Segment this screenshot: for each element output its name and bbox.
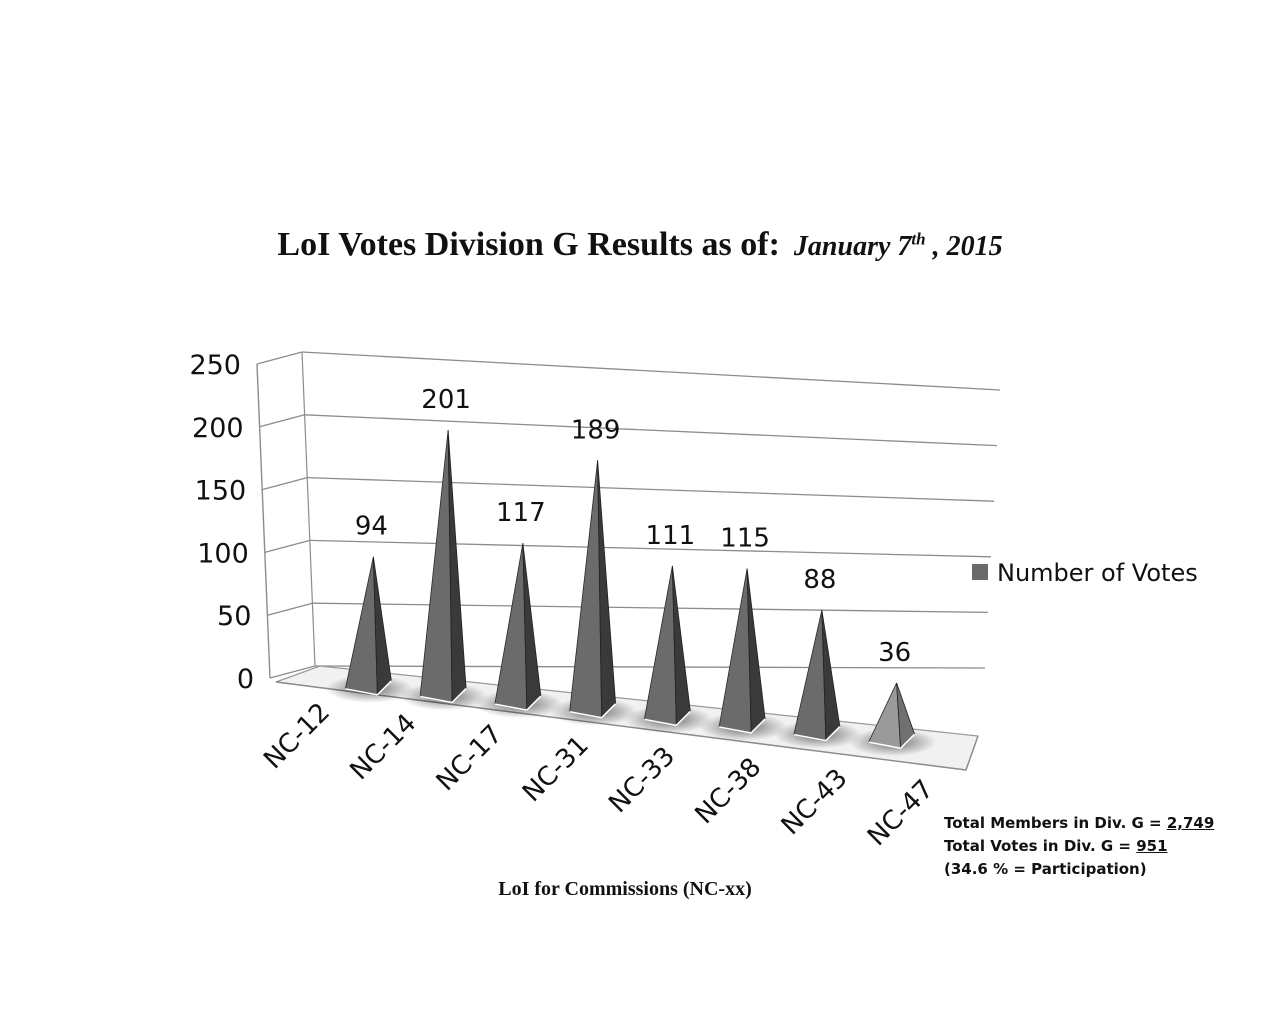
- data-label: 201: [421, 385, 471, 415]
- pyramid-bar: [494, 543, 542, 712]
- gridline-side: [267, 602, 313, 616]
- y-axis: 0 50 100 150 200 250: [189, 350, 254, 695]
- y-tick-label: 100: [197, 538, 249, 569]
- pyramid-front-face: [643, 565, 677, 726]
- x-tick-label: NC-38: [689, 752, 767, 830]
- gridline: [304, 414, 998, 447]
- x-tick-label: NC-12: [258, 697, 336, 775]
- date-superscript: th: [911, 229, 926, 249]
- gridline-side: [256, 351, 303, 365]
- pyramid-base-rim: [718, 718, 766, 734]
- y-tick-label: 150: [195, 476, 247, 507]
- pyramid-front-face: [569, 460, 603, 719]
- chart-title-date: January 7th , 2015: [793, 229, 1003, 262]
- legend-swatch: [972, 564, 988, 580]
- pyramid-bar: [868, 682, 916, 750]
- y-axis-line: [256, 363, 271, 679]
- data-label: 36: [878, 638, 911, 668]
- pyramid-bar: [344, 556, 392, 696]
- data-label: 111: [646, 521, 696, 551]
- y-tick-label: 200: [192, 413, 244, 444]
- back-wall-edge: [301, 351, 316, 667]
- gridline: [312, 602, 989, 614]
- pyramid-front-face: [793, 609, 827, 742]
- chart-title-main: LoI Votes Division G Results as of:: [277, 226, 780, 263]
- legend-label: Number of Votes: [997, 559, 1198, 587]
- data-label: 117: [496, 498, 546, 528]
- x-axis-title: LoI for Commissions (NC-xx): [498, 878, 752, 900]
- total-votes-value: 951: [1136, 837, 1168, 855]
- gridline: [301, 351, 1001, 391]
- total-members-value: 2,749: [1166, 814, 1215, 832]
- gridline: [309, 539, 992, 558]
- pyramid-base-rim: [494, 695, 542, 711]
- pyramid-base-rim: [793, 726, 841, 742]
- total-votes-label: Total Votes in Div. G =: [944, 837, 1137, 855]
- floor-right-edge: [965, 735, 979, 771]
- pyramid-bar: [718, 568, 766, 734]
- pyramid-front-face: [718, 568, 752, 734]
- pyramid-bar: [569, 460, 617, 719]
- date-suffix: , 2015: [925, 231, 1003, 262]
- gridline-side: [269, 665, 316, 679]
- gridlines: [256, 351, 1001, 679]
- data-label: 189: [571, 415, 621, 445]
- pyramid-base-rim: [868, 733, 916, 749]
- x-tick-label: NC-43: [776, 763, 854, 841]
- total-members-label: Total Members in Div. G =: [944, 814, 1167, 832]
- legend: Number of Votes: [972, 559, 1198, 587]
- pyramid-bar: [793, 609, 841, 742]
- pyramid-base-rim: [644, 710, 691, 727]
- pyramid-front-face: [494, 543, 528, 711]
- total-members-line: Total Members in Div. G = 2,749: [944, 812, 1214, 835]
- gridline-side: [264, 539, 310, 554]
- x-tick-label: NC-33: [603, 741, 681, 819]
- gridline-side: [262, 476, 308, 491]
- pyramid-base-rim: [569, 703, 617, 719]
- chart-title: LoI Votes Division G Results as of: Janua…: [0, 226, 1280, 264]
- vote-statistics: Total Members in Div. G = 2,749 Total Vo…: [944, 812, 1214, 881]
- x-tick-label: NC-17: [431, 719, 509, 797]
- y-tick-label: 0: [237, 664, 254, 695]
- pyramid-base-rim: [419, 687, 467, 704]
- total-votes-line: Total Votes in Div. G = 951: [944, 835, 1214, 858]
- pyramid-series: [325, 429, 937, 757]
- y-tick-label: 250: [189, 350, 241, 381]
- pyramid-base-rim: [345, 680, 392, 696]
- y-tick-label: 50: [217, 601, 251, 632]
- data-label: 115: [720, 523, 770, 553]
- pyramid-front-face: [868, 682, 902, 749]
- date-prefix: January 7: [793, 231, 912, 262]
- data-labels: 94 201 117 189 111 115 88 36: [355, 385, 911, 668]
- gridline-side: [259, 414, 305, 428]
- x-tick-label: NC-47: [862, 774, 940, 852]
- data-label: 94: [355, 512, 388, 542]
- data-label: 88: [803, 565, 836, 595]
- gridline: [307, 476, 995, 502]
- x-tick-label: NC-14: [344, 708, 422, 786]
- participation-line: (34.6 % = Participation): [944, 860, 1147, 878]
- pyramid-front-face: [344, 556, 378, 696]
- pyramid-bar: [419, 429, 467, 704]
- pyramid-front-face: [419, 429, 453, 703]
- pyramid-bar: [643, 565, 691, 727]
- x-tick-label: NC-31: [517, 730, 595, 808]
